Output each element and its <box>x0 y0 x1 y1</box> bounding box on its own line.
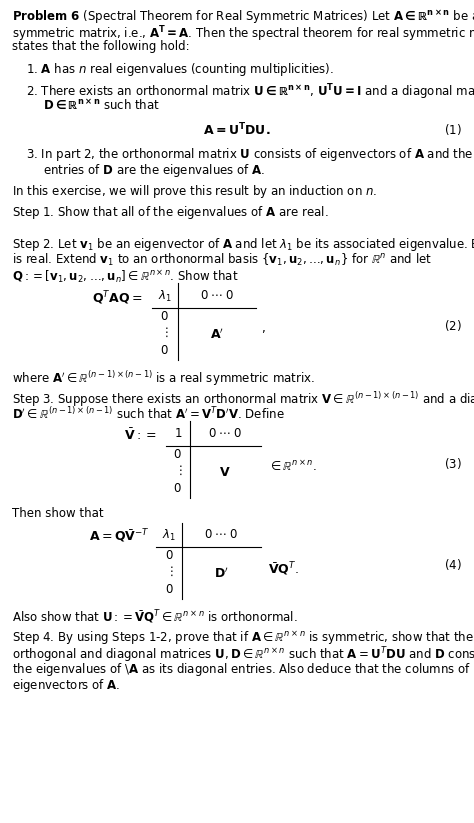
Text: $\mathbf{V}$: $\mathbf{V}$ <box>219 466 231 479</box>
Text: $(2)$: $(2)$ <box>445 318 462 333</box>
Text: Step 4. By using Steps 1-2, prove that if $\mathbf{A} \in \mathbb{R}^{n\times n}: Step 4. By using Steps 1-2, prove that i… <box>12 630 474 647</box>
Text: $\bf{D} \in \mathbb{R}^{n\times n}$ such that: $\bf{D} \in \mathbb{R}^{n\times n}$ such… <box>43 98 160 112</box>
Text: $1$: $1$ <box>173 427 182 440</box>
Text: 3. In part 2, the orthonormal matrix $\bf{U}$ consists of eigenvectors of $\bf{A: 3. In part 2, the orthonormal matrix $\b… <box>26 146 474 163</box>
Text: In this exercise, we will prove this result by an induction on $n$.: In this exercise, we will prove this res… <box>12 184 377 200</box>
Text: $\vdots$: $\vdots$ <box>173 464 182 477</box>
Text: $\mathbf{D}'$: $\mathbf{D}'$ <box>214 567 229 581</box>
Text: Then show that: Then show that <box>12 507 103 520</box>
Text: $0$: $0$ <box>160 310 169 323</box>
Text: $0$: $0$ <box>160 344 169 356</box>
Text: $\in \mathbb{R}^{n\times n}.$: $\in \mathbb{R}^{n\times n}.$ <box>268 459 317 474</box>
Text: $\mathbf{D}' \in \mathbb{R}^{(n-1)\times(n-1)}$ such that $\mathbf{A}' = \mathbf: $\mathbf{D}' \in \mathbb{R}^{(n-1)\times… <box>12 407 284 422</box>
Text: $\mathbf{A}'$: $\mathbf{A}'$ <box>210 328 224 342</box>
Text: $\bar{\mathbf{V}}\mathbf{Q}^T.$: $\bar{\mathbf{V}}\mathbf{Q}^T.$ <box>268 560 299 578</box>
Text: $0 \;\cdots\; 0$: $0 \;\cdots\; 0$ <box>200 289 234 302</box>
Text: $,$: $,$ <box>261 322 265 335</box>
Text: $0 \;\cdots\; 0$: $0 \;\cdots\; 0$ <box>204 528 239 542</box>
Text: Also show that $\mathbf{U} := \bar{\mathbf{V}}\mathbf{Q}^T \in \mathbb{R}^{n\tim: Also show that $\mathbf{U} := \bar{\math… <box>12 608 298 625</box>
Text: is real. Extend $\mathbf{v}_1$ to an orthonormal basis $\{\mathbf{v}_1, \mathbf{: is real. Extend $\mathbf{v}_1$ to an ort… <box>12 252 432 268</box>
Text: symmetric matrix, i.e., $\bf{A}^T = \bf{A}$. Then the spectral theorem for real : symmetric matrix, i.e., $\bf{A}^T = \bf{… <box>12 25 474 44</box>
Text: Step 2. Let $\mathbf{v}_1$ be an eigenvector of $\bf{A}$ and let $\lambda_1$ be : Step 2. Let $\mathbf{v}_1$ be an eigenve… <box>12 236 474 253</box>
Text: $\mathbf{Q}^T\mathbf{A}\mathbf{Q} =$: $\mathbf{Q}^T\mathbf{A}\mathbf{Q} =$ <box>92 289 142 307</box>
Text: $0$: $0$ <box>165 583 174 596</box>
Text: states that the following hold:: states that the following hold: <box>12 40 190 53</box>
Text: orthogonal and diagonal matrices $\mathbf{U}, \mathbf{D} \in \mathbb{R}^{n\times: orthogonal and diagonal matrices $\mathb… <box>12 645 474 665</box>
Text: $(4)$: $(4)$ <box>445 557 462 572</box>
Text: $\bf{A} = \bf{U}^T\bf{D}\bf{U}.$: $\bf{A} = \bf{U}^T\bf{D}\bf{U}.$ <box>203 122 271 139</box>
Text: 2. There exists an orthonormal matrix $\bf{U} \in \mathbb{R}^{n\times n}$, $\bf{: 2. There exists an orthonormal matrix $\… <box>26 82 474 102</box>
Text: $\mathbf{A} = \mathbf{Q}\bar{\mathbf{V}}^{-T}$: $\mathbf{A} = \mathbf{Q}\bar{\mathbf{V}}… <box>89 528 149 546</box>
Text: $(3)$: $(3)$ <box>445 456 462 471</box>
Text: $0$: $0$ <box>173 448 182 461</box>
Text: $(1)$: $(1)$ <box>445 122 462 137</box>
Text: Step 1. Show that all of the eigenvalues of $\bf{A}$ are real.: Step 1. Show that all of the eigenvalues… <box>12 204 328 221</box>
Text: where $\mathbf{A}' \in \mathbb{R}^{(n-1)\times(n-1)}$ is a real symmetric matrix: where $\mathbf{A}' \in \mathbb{R}^{(n-1)… <box>12 370 315 388</box>
Text: $\lambda_1$: $\lambda_1$ <box>163 528 176 543</box>
Text: $0$: $0$ <box>173 481 182 495</box>
Text: $\vdots$: $\vdots$ <box>165 565 173 579</box>
Text: $\vdots$: $\vdots$ <box>161 326 169 339</box>
Text: $\bf{Problem\ 6}$ (Spectral Theorem for Real Symmetric Matrices) Let $\bf{A} \in: $\bf{Problem\ 6}$ (Spectral Theorem for … <box>12 8 474 26</box>
Text: $\mathbf{Q} := [\mathbf{v}_1, \mathbf{u}_2, \ldots, \mathbf{u}_n] \in \mathbb{R}: $\mathbf{Q} := [\mathbf{v}_1, \mathbf{u}… <box>12 268 238 285</box>
Text: $\bar{\mathbf{V}} :=$: $\bar{\mathbf{V}} :=$ <box>124 427 156 443</box>
Text: $\lambda_1$: $\lambda_1$ <box>158 289 172 305</box>
Text: entries of $\bf{D}$ are the eigenvalues of $\bf{A}$.: entries of $\bf{D}$ are the eigenvalues … <box>43 162 265 179</box>
Text: $0 \;\cdots\; 0$: $0 \;\cdots\; 0$ <box>208 427 242 440</box>
Text: 1. $\bf{A}$ has $n$ real eigenvalues (counting multiplicities).: 1. $\bf{A}$ has $n$ real eigenvalues (co… <box>26 61 334 78</box>
Text: $0$: $0$ <box>165 549 174 562</box>
Text: the eigenvalues of $\backslash\mathbf{A}$ as its diagonal entries. Also deduce t: the eigenvalues of $\backslash\mathbf{A}… <box>12 662 474 678</box>
Text: Step 3. Suppose there exists an orthonormal matrix $\mathbf{V} \in \mathbb{R}^{(: Step 3. Suppose there exists an orthonor… <box>12 390 474 409</box>
Text: eigenvectors of $\mathbf{A}$.: eigenvectors of $\mathbf{A}$. <box>12 677 120 695</box>
